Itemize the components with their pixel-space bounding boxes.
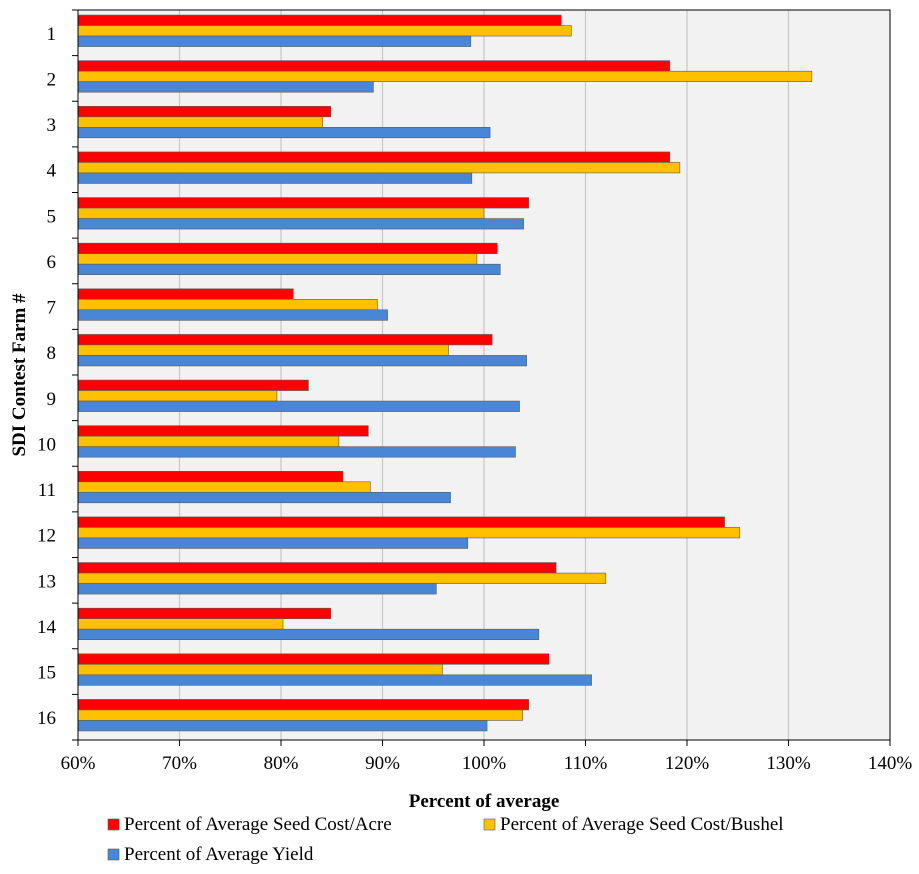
bar (77, 172, 473, 184)
bar (77, 674, 592, 686)
bar (77, 720, 488, 732)
bar (77, 207, 485, 219)
bar (77, 70, 813, 82)
bar (77, 197, 529, 209)
bars (72, 9, 813, 741)
bar (77, 299, 378, 311)
legend-label: Percent of Average Seed Cost/Bushel (500, 814, 784, 835)
y-tick-label: 11 (38, 480, 56, 501)
bar (77, 583, 437, 595)
x-tick-label: 60% (61, 753, 96, 774)
bar (77, 162, 681, 174)
bar (77, 25, 572, 37)
x-tick-label: 100% (462, 753, 507, 774)
y-tick-label: 9 (47, 389, 57, 410)
bar (77, 471, 344, 483)
y-tick-label: 7 (47, 298, 57, 319)
bar (77, 481, 371, 493)
bar (77, 355, 527, 367)
bar (77, 60, 671, 72)
y-tick-label: 6 (47, 252, 57, 273)
bar (77, 572, 607, 584)
legend-swatch (107, 848, 120, 861)
y-tick-label: 8 (47, 343, 57, 364)
bar (77, 527, 741, 539)
bar (77, 618, 284, 630)
bar (77, 116, 323, 128)
y-tick-label: 5 (47, 206, 57, 227)
x-tick-label: 80% (264, 753, 299, 774)
bar (77, 400, 520, 412)
legend-label: Percent of Average Seed Cost/Acre (124, 814, 392, 835)
bar (77, 14, 562, 26)
bar (77, 106, 332, 118)
bar (77, 218, 524, 230)
legend-swatch (107, 818, 120, 831)
bar (77, 81, 374, 93)
bar (77, 425, 369, 437)
x-tick-labels: 60% 70% 80% 90% 100% 110% 120% 130% 140% (61, 753, 913, 774)
y-tick-label: 1 (47, 24, 57, 45)
bar (77, 151, 671, 163)
bar (77, 344, 449, 356)
legend-swatch (483, 818, 496, 831)
bar (77, 242, 498, 254)
y-axis-title: SDI Contest Farm # (9, 293, 30, 457)
x-tick-label: 130% (766, 753, 811, 774)
y-tick-label: 10 (37, 434, 56, 455)
bar (77, 628, 540, 640)
y-tick-label: 12 (37, 526, 56, 547)
bar (77, 699, 529, 711)
legend-label: Percent of Average Yield (124, 844, 314, 865)
bar (77, 379, 309, 391)
x-tick-label: 120% (665, 753, 710, 774)
bar (77, 435, 340, 447)
y-tick-label: 14 (37, 617, 57, 638)
bar (77, 516, 725, 528)
bar (77, 709, 523, 721)
bar (77, 562, 557, 574)
x-axis-title: Percent of average (409, 791, 560, 812)
x-tick-label: 110% (564, 753, 608, 774)
bar (77, 607, 332, 619)
bar (77, 446, 516, 458)
y-tick-label: 2 (47, 69, 57, 90)
legend: Percent of Average Seed Cost/Acre Percent… (107, 814, 784, 865)
bar (77, 35, 472, 47)
x-tick-label: 90% (365, 753, 400, 774)
bar (77, 127, 491, 139)
y-tick-label: 4 (47, 161, 57, 182)
y-tick-label: 3 (47, 115, 57, 136)
bar (77, 334, 493, 346)
bar (77, 664, 443, 676)
bar (77, 492, 451, 504)
bar (77, 309, 388, 321)
y-tick-label: 16 (37, 708, 56, 729)
x-tick-label: 70% (162, 753, 197, 774)
x-tick-label: 140% (868, 753, 913, 774)
bar (77, 253, 478, 265)
bar (77, 288, 294, 300)
bar (77, 263, 501, 275)
bar (77, 653, 550, 665)
y-tick-label: 13 (37, 571, 56, 592)
plot-border (77, 9, 891, 741)
bar (77, 390, 278, 402)
y-tick-label: 15 (37, 663, 56, 684)
bar (77, 537, 469, 549)
